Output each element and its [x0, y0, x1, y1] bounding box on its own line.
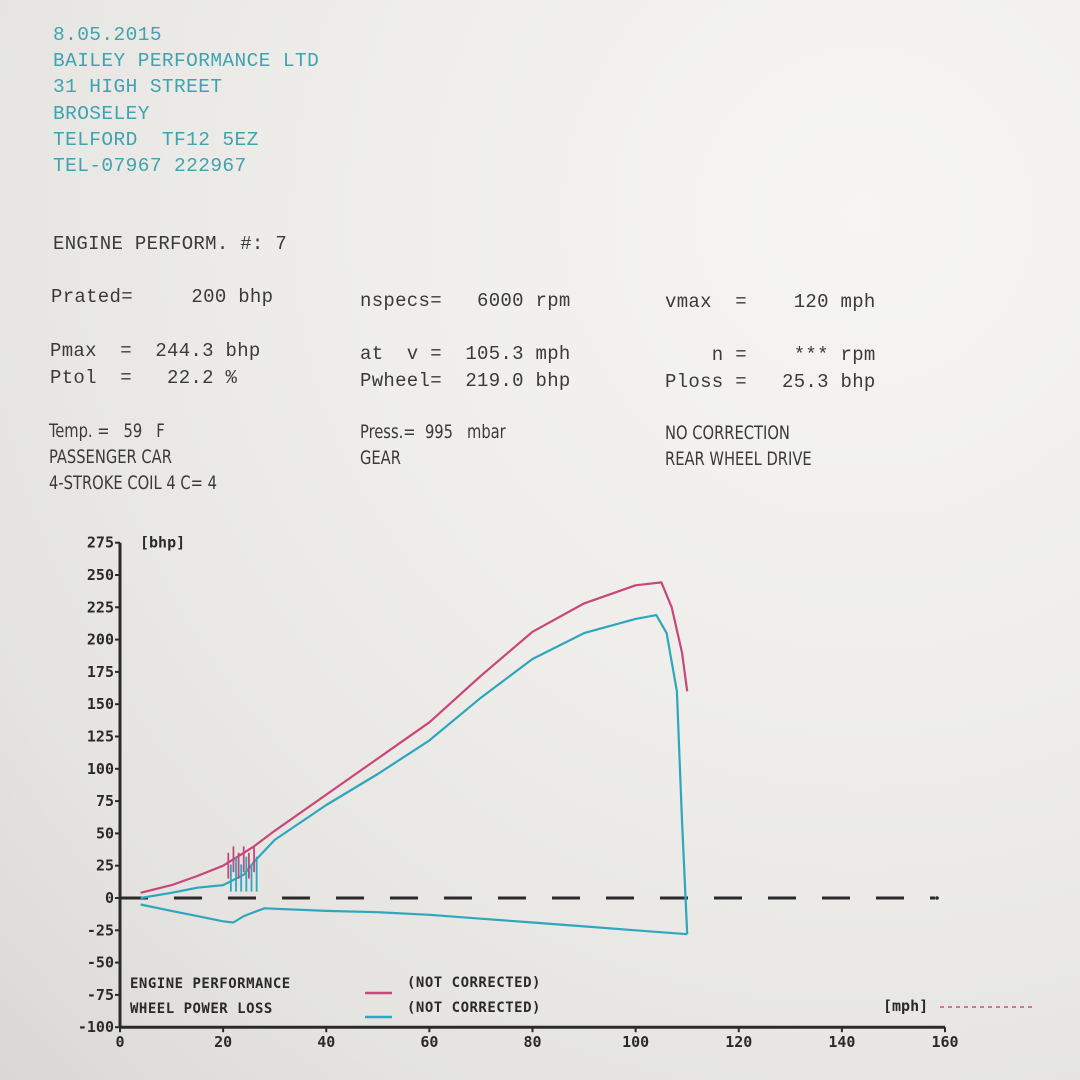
pwheel-value: Pwheel= 219.0 bhp	[360, 370, 571, 392]
y-tick-label: 250	[87, 566, 114, 584]
wheel-power-curve	[140, 613, 689, 935]
report-title: ENGINE PERFORM. #: 7	[53, 233, 288, 255]
company-city-postcode: TELFORD TF12 5EZ	[53, 128, 259, 151]
x-tick-label: 40	[317, 1033, 335, 1051]
legend-engine-qualifier: (NOT CORRECTED)	[407, 975, 541, 991]
ptol-value: Ptol = 22.2 %	[50, 367, 238, 389]
ploss-value: Ploss = 25.3 bhp	[665, 371, 876, 393]
drive-type: REAR WHEEL DRIVE	[665, 448, 812, 470]
y-tick-label: -50	[87, 954, 114, 972]
x-tick-label: 120	[725, 1033, 752, 1051]
y-tick-label: -75	[87, 986, 114, 1004]
x-tick-label: 0	[115, 1033, 124, 1051]
x-tick-label: 160	[931, 1033, 958, 1051]
company-street: 31 HIGH STREET	[53, 76, 223, 99]
engine-performance-curve	[140, 581, 689, 894]
y-tick-label: 0	[105, 889, 114, 907]
temp-value: Temp. = 59 F	[49, 420, 165, 442]
prated-value: Prated= 200 bhp	[51, 286, 274, 308]
y-tick-label: 75	[96, 792, 114, 810]
report-date: 8.05.2015	[53, 24, 162, 46]
company-phone: TEL-07967 222967	[53, 155, 247, 178]
y-tick-label: 200	[87, 631, 114, 649]
x-tick-label: 80	[523, 1033, 541, 1051]
legend-wheel-label: WHEEL POWER LOSS	[130, 1001, 273, 1017]
company-town: BROSELEY	[53, 102, 150, 125]
company-name: BAILEY PERFORMANCE LTD	[53, 50, 320, 73]
company-header: 8.05.2015 BAILEY PERFORMANCE LTD 31 HIGH…	[53, 22, 319, 179]
y-tick-label: -25	[87, 921, 114, 939]
vehicle-type: PASSENGER CAR	[49, 446, 172, 468]
y-tick-label: 275	[87, 534, 114, 552]
y-tick-label: 100	[87, 760, 114, 778]
y-tick-label: 175	[87, 663, 114, 681]
correction-label: NO CORRECTION	[665, 422, 790, 444]
nspecs-value: nspecs= 6000 rpm	[360, 290, 571, 312]
y-tick-label: 50	[96, 824, 114, 842]
test-mode: GEAR	[360, 447, 401, 469]
y-tick-label: 225	[87, 598, 114, 616]
y-tick-label: -100	[78, 1018, 114, 1036]
press-value: Press.= 995 mbar	[360, 421, 506, 443]
vmax-value: vmax = 120 mph	[665, 291, 876, 313]
y-axis-unit: [bhp]	[140, 534, 185, 552]
y-tick-label: 25	[96, 857, 114, 875]
x-tick-label: 140	[828, 1033, 855, 1051]
y-tick-label: 150	[87, 695, 114, 713]
n-rpm-value: n = *** rpm	[665, 344, 876, 366]
at-v-value: at v = 105.3 mph	[360, 343, 571, 365]
y-tick-label: 125	[87, 728, 114, 746]
x-axis-unit: [mph]	[883, 997, 928, 1015]
pmax-value: Pmax = 244.3 bhp	[50, 340, 261, 362]
x-tick-label: 20	[214, 1033, 232, 1051]
wheel-power-loss-curve	[140, 903, 688, 936]
x-tick-label: 60	[420, 1033, 438, 1051]
legend-engine-label: ENGINE PERFORMANCE	[130, 976, 291, 992]
x-tick-label: 100	[622, 1033, 649, 1051]
zero-line-end	[935, 896, 939, 900]
engine-type: 4-STROKE COIL 4 C= 4	[49, 472, 217, 494]
legend-wheel-qualifier: (NOT CORRECTED)	[407, 1000, 541, 1016]
